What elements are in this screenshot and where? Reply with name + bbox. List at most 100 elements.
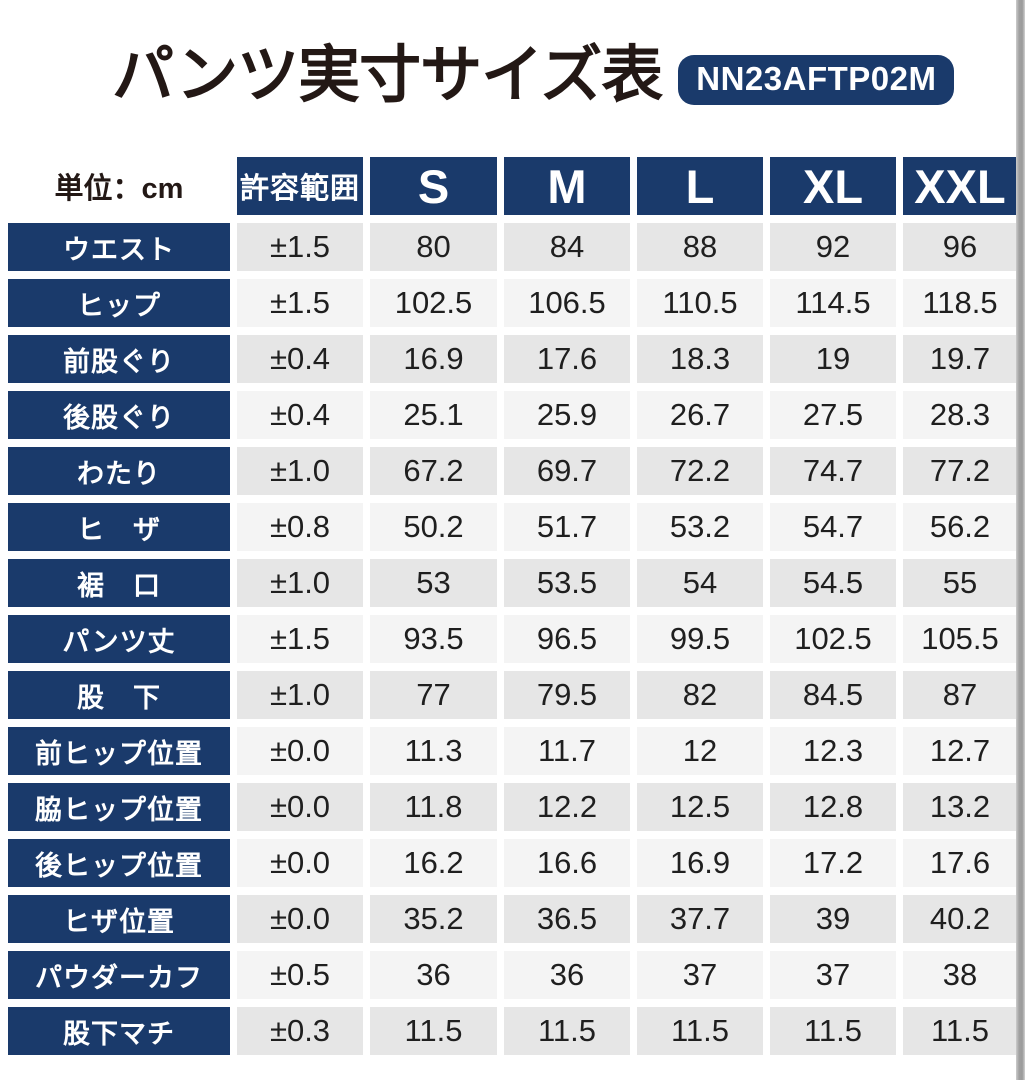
- size-value-cell: 87: [903, 671, 1017, 719]
- tolerance-cell: ±1.0: [237, 671, 363, 719]
- size-value-cell: 17.2: [770, 839, 896, 887]
- size-value-cell: 12.7: [903, 727, 1017, 775]
- size-value-cell: 74.7: [770, 447, 896, 495]
- size-value-cell: 53.5: [504, 559, 630, 607]
- size-value-cell: 36.5: [504, 895, 630, 943]
- size-value-cell: 77: [370, 671, 497, 719]
- size-value-cell: 114.5: [770, 279, 896, 327]
- size-value-cell: 53: [370, 559, 497, 607]
- size-value-cell: 93.5: [370, 615, 497, 663]
- size-value-cell: 80: [370, 223, 497, 271]
- size-value-cell: 11.5: [903, 1007, 1017, 1055]
- table-row: パウダーカフ ±0.5 36 36 37 37 38: [0, 951, 1017, 999]
- tolerance-cell: ±1.5: [237, 223, 363, 271]
- size-value-cell: 11.5: [504, 1007, 630, 1055]
- size-value-cell: 54.5: [770, 559, 896, 607]
- size-value-cell: 36: [504, 951, 630, 999]
- row-label: 脇ヒップ位置: [8, 783, 230, 831]
- row-label: 股下マチ: [8, 1007, 230, 1055]
- table-row: 後股ぐり ±0.4 25.1 25.9 26.7 27.5 28.3: [0, 391, 1017, 439]
- size-value-cell: 69.7: [504, 447, 630, 495]
- row-label: 前ヒップ位置: [8, 727, 230, 775]
- tolerance-cell: ±0.3: [237, 1007, 363, 1055]
- size-value-cell: 16.6: [504, 839, 630, 887]
- tolerance-cell: ±1.5: [237, 615, 363, 663]
- size-value-cell: 25.1: [370, 391, 497, 439]
- column-header-tolerance: 許容範囲: [237, 157, 363, 215]
- size-value-cell: 16.9: [637, 839, 763, 887]
- size-value-cell: 82: [637, 671, 763, 719]
- size-value-cell: 12.8: [770, 783, 896, 831]
- size-value-cell: 96: [903, 223, 1017, 271]
- table-row: 股 下 ±1.0 77 79.5 82 84.5 87: [0, 671, 1017, 719]
- size-value-cell: 17.6: [504, 335, 630, 383]
- photo-edge-strip: [1016, 0, 1025, 1080]
- size-value-cell: 11.5: [637, 1007, 763, 1055]
- column-header-xxl: XXL: [903, 157, 1017, 215]
- size-value-cell: 102.5: [370, 279, 497, 327]
- size-value-cell: 16.2: [370, 839, 497, 887]
- size-value-cell: 17.6: [903, 839, 1017, 887]
- row-label: ウエスト: [8, 223, 230, 271]
- size-value-cell: 96.5: [504, 615, 630, 663]
- tolerance-cell: ±0.0: [237, 895, 363, 943]
- size-value-cell: 19: [770, 335, 896, 383]
- size-value-cell: 55: [903, 559, 1017, 607]
- table-row: 前股ぐり ±0.4 16.9 17.6 18.3 19 19.7: [0, 335, 1017, 383]
- tolerance-cell: ±0.5: [237, 951, 363, 999]
- size-value-cell: 102.5: [770, 615, 896, 663]
- tolerance-cell: ±0.0: [237, 727, 363, 775]
- unit-label: 単位：cm: [54, 173, 184, 205]
- size-value-cell: 56.2: [903, 503, 1017, 551]
- column-header-m: M: [504, 157, 630, 215]
- size-value-cell: 28.3: [903, 391, 1017, 439]
- row-label: ヒ ザ: [8, 503, 230, 551]
- size-value-cell: 84: [504, 223, 630, 271]
- tolerance-cell: ±1.5: [237, 279, 363, 327]
- size-value-cell: 77.2: [903, 447, 1017, 495]
- table-row: ウエスト ±1.5 80 84 88 92 96: [0, 223, 1017, 271]
- tolerance-cell: ±1.0: [237, 559, 363, 607]
- size-value-cell: 106.5: [504, 279, 630, 327]
- size-value-cell: 26.7: [637, 391, 763, 439]
- size-value-cell: 19.7: [903, 335, 1017, 383]
- size-value-cell: 54: [637, 559, 763, 607]
- table-row: 裾 口 ±1.0 53 53.5 54 54.5 55: [0, 559, 1017, 607]
- tolerance-cell: ±1.0: [237, 447, 363, 495]
- row-label: パウダーカフ: [8, 951, 230, 999]
- table-row: ヒザ位置 ±0.0 35.2 36.5 37.7 39 40.2: [0, 895, 1017, 943]
- page-title: パンツ実寸サイズ表: [112, 41, 663, 110]
- size-value-cell: 40.2: [903, 895, 1017, 943]
- row-label: ヒップ: [8, 279, 230, 327]
- size-value-cell: 11.7: [504, 727, 630, 775]
- size-value-cell: 79.5: [504, 671, 630, 719]
- tolerance-cell: ±0.0: [237, 839, 363, 887]
- size-value-cell: 51.7: [504, 503, 630, 551]
- size-value-cell: 12.5: [637, 783, 763, 831]
- size-value-cell: 37: [770, 951, 896, 999]
- size-value-cell: 84.5: [770, 671, 896, 719]
- size-value-cell: 11.5: [770, 1007, 896, 1055]
- size-value-cell: 25.9: [504, 391, 630, 439]
- size-value-cell: 12: [637, 727, 763, 775]
- size-value-cell: 38: [903, 951, 1017, 999]
- size-value-cell: 11.8: [370, 783, 497, 831]
- size-value-cell: 27.5: [770, 391, 896, 439]
- row-label: わたり: [8, 447, 230, 495]
- size-value-cell: 72.2: [637, 447, 763, 495]
- size-value-cell: 37: [637, 951, 763, 999]
- size-value-cell: 39: [770, 895, 896, 943]
- size-value-cell: 88: [637, 223, 763, 271]
- tolerance-cell: ±0.4: [237, 391, 363, 439]
- size-value-cell: 118.5: [903, 279, 1017, 327]
- row-label: 前股ぐり: [8, 335, 230, 383]
- tolerance-cell: ±0.8: [237, 503, 363, 551]
- size-value-cell: 67.2: [370, 447, 497, 495]
- row-label: 裾 口: [8, 559, 230, 607]
- size-value-cell: 12.3: [770, 727, 896, 775]
- table-row: 脇ヒップ位置 ±0.0 11.8 12.2 12.5 12.8 13.2: [0, 783, 1017, 831]
- size-value-cell: 105.5: [903, 615, 1017, 663]
- size-value-cell: 99.5: [637, 615, 763, 663]
- size-value-cell: 11.5: [370, 1007, 497, 1055]
